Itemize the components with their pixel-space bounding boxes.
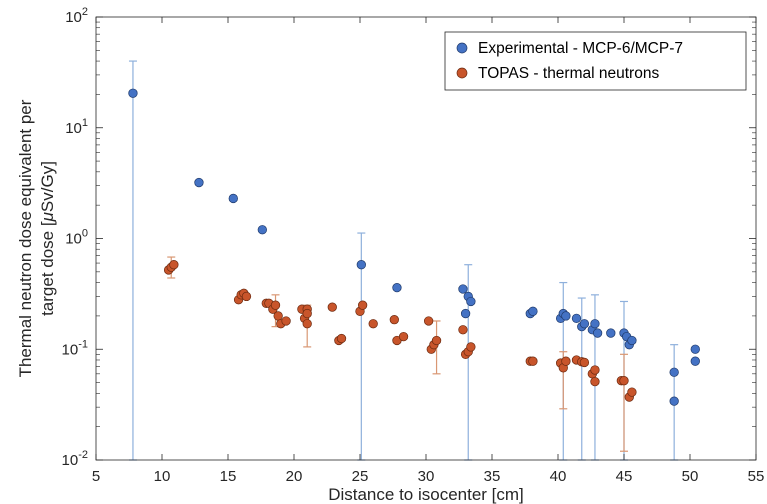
topas-point	[302, 308, 312, 319]
topas-point	[590, 376, 600, 387]
y-tick-exponent: 0	[82, 228, 88, 240]
y-tick-base: 10	[62, 452, 79, 469]
x-tick-label: 45	[616, 468, 633, 485]
experimental-point	[669, 367, 679, 377]
y-axis-title-mu: μ	[38, 211, 57, 222]
legend-marker-experimental	[456, 42, 468, 54]
topas-point	[619, 376, 629, 386]
x-tick-label: 35	[484, 468, 501, 485]
y-tick-base: 10	[65, 231, 82, 248]
topas-point	[398, 331, 409, 342]
experimental-point	[571, 313, 582, 324]
x-tick-label: 15	[220, 468, 237, 485]
data-markers	[128, 88, 700, 406]
legend: Experimental - MCP-6/MCP-7 TOPAS - therm…	[444, 31, 747, 91]
experimental-point	[690, 344, 700, 354]
experimental-point	[392, 282, 402, 293]
y-tick-exponent: 1	[82, 117, 88, 129]
topas-point	[590, 365, 600, 375]
experimental-point	[228, 193, 238, 204]
y-tick-exponent: 2	[82, 6, 88, 18]
x-tick-label: 5	[92, 468, 100, 485]
topas-point	[357, 300, 368, 310]
y-tick-label: 102	[65, 6, 88, 26]
y-tick-label: 10-1	[62, 338, 88, 358]
experimental-point	[356, 260, 366, 270]
y-tick-base: 10	[65, 120, 82, 137]
x-tick-label: 50	[682, 468, 699, 485]
topas-point	[389, 315, 399, 325]
experimental-point	[466, 296, 476, 307]
legend-label-topas: TOPAS - thermal neutrons	[478, 65, 659, 82]
topas-point	[336, 333, 347, 344]
topas-point	[302, 319, 312, 329]
y-axis-title-suffix: Sv/Gy]	[38, 161, 57, 212]
experimental-point	[561, 311, 571, 321]
experimental-point	[627, 335, 637, 346]
y-axis-title-line2: target dose [μSv/Gy]	[38, 161, 57, 316]
topas-point	[579, 357, 590, 368]
legend-marker-topas	[456, 67, 468, 79]
topas-point	[528, 356, 538, 366]
x-axis-title: Distance to isocenter [cm]	[328, 485, 524, 504]
x-tick-label: 25	[352, 468, 369, 485]
topas-point	[273, 311, 283, 321]
experimental-point	[257, 225, 267, 235]
y-axis-title-line1: Thermal neutron dose equivalent per	[16, 99, 35, 377]
y-tick-exponent: -2	[78, 449, 88, 461]
experimental-point	[528, 306, 538, 316]
x-tick-label: 30	[418, 468, 435, 485]
y-tick-exponent: -1	[78, 338, 88, 350]
topas-point	[241, 291, 252, 302]
y-tick-base: 10	[65, 9, 82, 26]
y-tick-base: 10	[62, 341, 79, 358]
topas-point	[368, 319, 378, 329]
topas-point	[169, 260, 179, 270]
topas-point	[458, 325, 468, 335]
experimental-point	[460, 308, 471, 319]
legend-label-experimental: Experimental - MCP-6/MCP-7	[478, 40, 683, 57]
experimental-point	[579, 319, 590, 329]
topas-point	[627, 387, 637, 397]
legend-box	[444, 31, 747, 91]
experimental-point	[592, 328, 603, 338]
topas-point	[327, 302, 337, 312]
topas-point	[281, 316, 291, 326]
x-tick-label: 20	[286, 468, 303, 485]
y-axis-title: Thermal neutron dose equivalent per targ…	[16, 99, 57, 377]
y-tick-label: 10-2	[62, 449, 88, 469]
experimental-point	[194, 177, 204, 188]
topas-point	[431, 335, 442, 346]
experimental-point	[669, 396, 679, 406]
experimental-point	[128, 88, 138, 98]
x-tick-label: 40	[550, 468, 567, 485]
y-tick-label: 100	[65, 228, 88, 248]
topas-point	[423, 316, 434, 326]
topas-point	[466, 342, 476, 352]
experimental-point	[606, 328, 616, 338]
x-tick-label: 10	[154, 468, 171, 485]
y-tick-label: 101	[65, 117, 88, 137]
plot-area	[96, 17, 756, 460]
experimental-point	[690, 356, 700, 366]
topas-point	[561, 356, 571, 366]
topas-point	[270, 300, 281, 310]
experimental-point	[458, 284, 468, 294]
x-axis: 5 10 15 20 25 30 35 40 45 50 55	[92, 17, 765, 485]
experimental-point	[590, 319, 600, 329]
x-tick-label: 55	[748, 468, 765, 485]
y-axis-title-prefix: target dose [	[38, 221, 57, 316]
